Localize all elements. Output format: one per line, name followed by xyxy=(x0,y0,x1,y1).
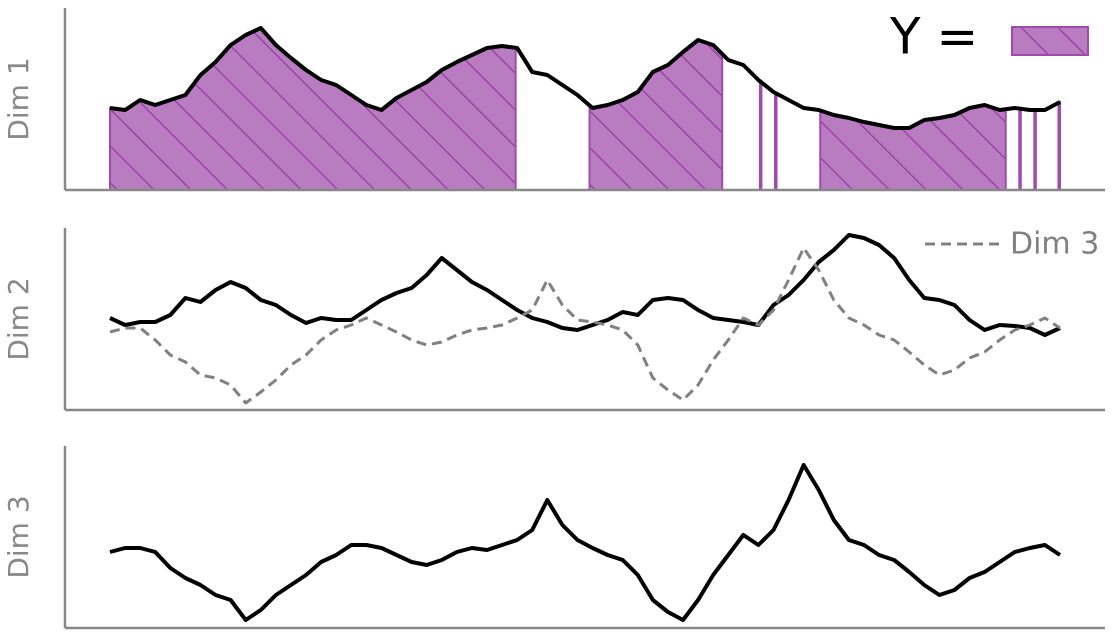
data-line xyxy=(109,233,1061,337)
legend-label: Dim 3 xyxy=(1010,227,1099,262)
shaded-span xyxy=(774,91,778,191)
shaded-span xyxy=(1057,100,1061,191)
dashed-line xyxy=(109,246,1061,405)
legend-label: Y = xyxy=(889,8,978,66)
shaded-span xyxy=(1033,109,1037,191)
y-axis-label: Dim 2 xyxy=(2,277,35,360)
shaded-span xyxy=(109,26,517,191)
data-line xyxy=(109,26,1061,130)
shaded-span xyxy=(758,79,763,191)
y-axis-label: Dim 1 xyxy=(2,57,35,140)
y-axis-label: Dim 3 xyxy=(2,495,35,578)
legend-swatch xyxy=(1011,26,1089,56)
shaded-span xyxy=(1018,107,1022,191)
data-line xyxy=(109,463,1062,622)
shaded-span xyxy=(588,38,724,191)
